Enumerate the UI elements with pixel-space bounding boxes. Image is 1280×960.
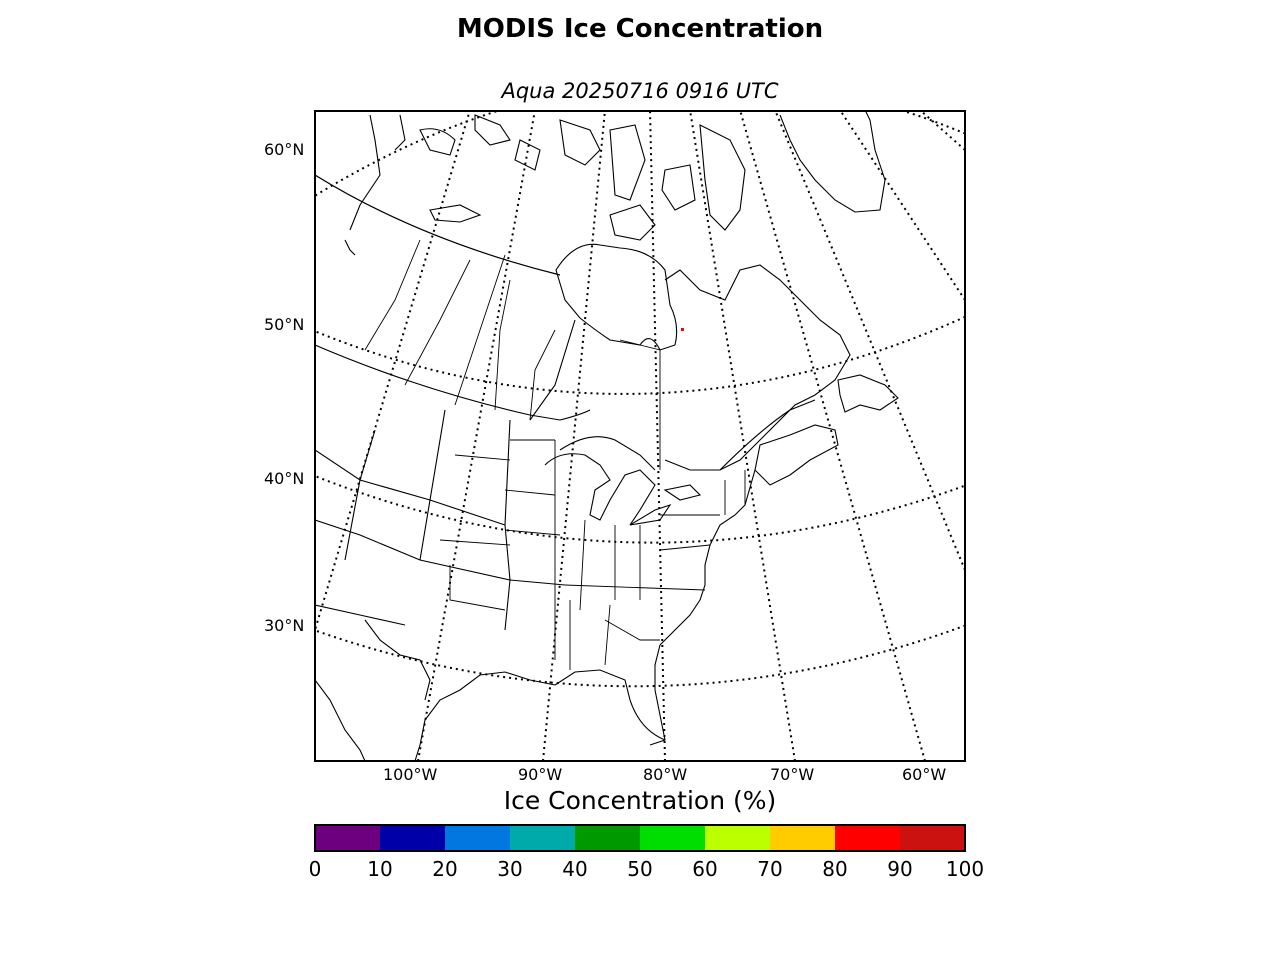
coastlines <box>315 111 899 761</box>
meridian-40 <box>839 111 965 301</box>
meridians <box>315 111 965 761</box>
colorbar-cell-6 <box>705 825 771 851</box>
meridian-60 <box>739 111 926 761</box>
lat-label-60: 60°N <box>264 140 305 159</box>
map-frame <box>314 110 966 762</box>
colorbar-cell-0 <box>315 825 381 851</box>
colorbar-tick-label: 50 <box>627 857 653 881</box>
colorbar-label: Ice Concentration (%) <box>503 786 777 815</box>
colorbar-tick-label: 0 <box>308 857 322 881</box>
colorbar-cell-2 <box>445 825 511 851</box>
meridian-50 <box>774 111 965 571</box>
colorbar-tick-label: 60 <box>692 857 718 881</box>
colorbar-tick-label: 70 <box>757 857 783 881</box>
colorbar-tick-label: 80 <box>822 857 848 881</box>
meridian-30 <box>919 111 965 151</box>
meridian-90 <box>542 111 606 761</box>
map-panel <box>315 111 965 761</box>
chart-title: MODIS Ice Concentration <box>456 14 824 44</box>
colorbar-cell-8 <box>835 825 901 851</box>
lat-label-30: 30°N <box>264 616 305 635</box>
colorbar-cell-7 <box>770 825 836 851</box>
chart-subtitle: Aqua 20250716 0916 UTC <box>501 79 779 103</box>
lat-label-50: 50°N <box>264 315 305 334</box>
colorbar-tick-label: 40 <box>562 857 588 881</box>
colorbar-tick-label: 90 <box>887 857 913 881</box>
lon-label-80w: 80°W <box>643 765 688 784</box>
colorbar-tick-label: 10 <box>367 857 393 881</box>
lon-label-90w: 90°W <box>518 765 563 784</box>
meridian-100 <box>417 111 536 761</box>
parallel-50 <box>315 315 965 395</box>
colorbar-tick-label: 100 <box>945 857 985 881</box>
meridian-70 <box>689 111 796 761</box>
colorbar-cell-3 <box>510 825 576 851</box>
colorbar-frame <box>314 824 966 852</box>
colorbar-cell-9 <box>900 825 966 851</box>
colorbar-tick-label: 30 <box>497 857 523 881</box>
state-borders <box>364 239 746 670</box>
parallel-30 <box>315 624 965 688</box>
lon-label-60w: 60°W <box>902 765 947 784</box>
colorbar-cell-4 <box>575 825 641 851</box>
lat-label-40: 40°N <box>264 469 305 488</box>
colorbar <box>315 825 966 851</box>
colorbar-tick-label: 20 <box>432 857 458 881</box>
boundary-arc <box>315 174 561 276</box>
lon-label-100w: 100°W <box>383 765 438 784</box>
lon-label-70w: 70°W <box>770 765 815 784</box>
colorbar-cell-1 <box>380 825 446 851</box>
ice-pixel <box>681 328 684 331</box>
meridian-80 <box>649 111 666 761</box>
colorbar-cell-5 <box>640 825 706 851</box>
